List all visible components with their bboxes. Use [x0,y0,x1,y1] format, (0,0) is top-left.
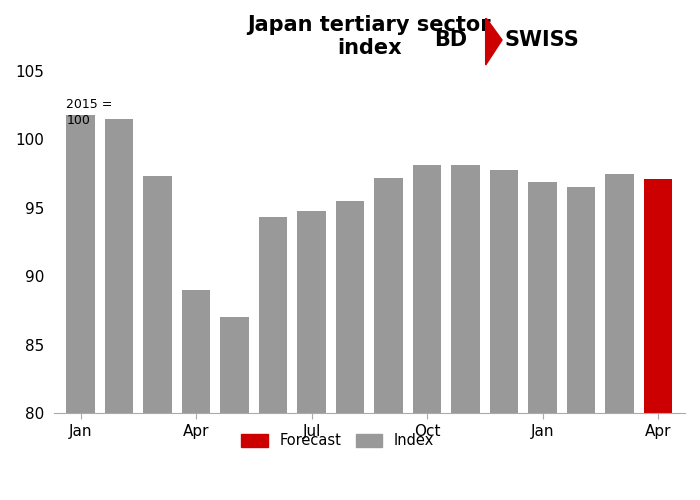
Text: BD: BD [434,30,467,50]
Text: SWISS: SWISS [505,30,580,50]
Bar [451,166,480,414]
Bar [104,119,134,414]
Bar [566,188,596,414]
Bar [258,218,288,414]
Bar [297,210,326,414]
Bar [143,176,172,414]
Polygon shape [486,18,502,65]
Bar [643,179,673,414]
Bar [335,201,365,414]
Bar [605,174,634,414]
Title: Japan tertiary sector
index: Japan tertiary sector index [248,15,491,58]
Bar [489,170,519,414]
Bar [66,114,95,414]
Legend: Forecast, Index: Forecast, Index [236,428,440,454]
Bar [181,290,211,414]
Bar [374,178,403,414]
Bar [220,318,249,414]
Bar [412,166,442,414]
Bar [528,182,557,414]
Text: 2015 =
100: 2015 = 100 [66,98,113,128]
